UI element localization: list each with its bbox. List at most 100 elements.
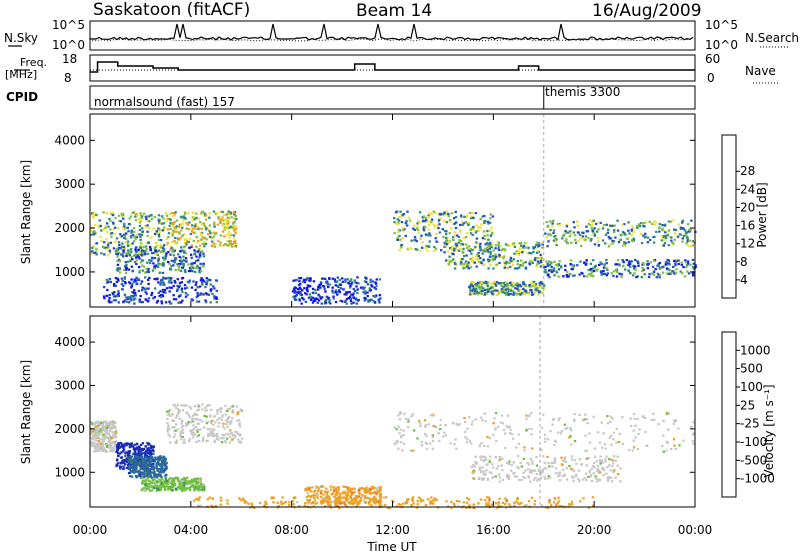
echo-cell xyxy=(614,236,617,239)
echo-cell xyxy=(530,280,533,283)
echo-cell xyxy=(582,238,585,241)
echo-cell xyxy=(341,277,344,280)
echo-cell xyxy=(123,276,126,279)
echo-cell xyxy=(596,268,599,271)
echo-cell xyxy=(461,243,464,246)
echo-cell xyxy=(153,296,157,299)
echo-cell xyxy=(134,466,138,469)
echo-cell xyxy=(213,439,216,442)
echo-cell xyxy=(193,487,196,491)
echo-cell xyxy=(284,500,287,503)
echo-cell xyxy=(193,231,196,234)
echo-cell xyxy=(361,286,364,289)
echo-cell xyxy=(298,299,301,302)
echo-cell xyxy=(173,240,176,243)
echo-cell xyxy=(595,269,598,272)
echo-cell xyxy=(326,495,329,498)
echo-cell xyxy=(491,292,494,295)
echo-cell xyxy=(483,499,487,502)
echo-cell xyxy=(92,213,95,216)
echo-cell xyxy=(337,496,340,499)
echo-cell xyxy=(479,247,482,250)
echo-cell xyxy=(494,411,498,415)
echo-cell xyxy=(354,297,358,300)
echo-cell xyxy=(459,263,462,266)
echo-cell xyxy=(195,296,198,299)
echo-cell xyxy=(544,467,548,470)
echo-cell xyxy=(188,246,191,249)
echo-cell xyxy=(172,248,175,251)
freq-tick-bottom: 8 xyxy=(64,71,72,85)
echo-cell xyxy=(486,250,490,253)
echo-cell xyxy=(662,244,665,247)
echo-cell xyxy=(574,475,578,478)
echo-cell xyxy=(479,226,482,229)
echo-cell xyxy=(99,235,102,239)
echo-cell xyxy=(184,242,188,245)
echo-cell xyxy=(472,506,476,509)
echo-cell xyxy=(539,476,542,479)
echo-cell xyxy=(140,465,143,468)
echo-cell xyxy=(568,503,571,506)
echo-cell xyxy=(369,281,372,284)
echo-cell xyxy=(425,435,428,438)
echo-cell xyxy=(162,461,166,464)
echo-cell xyxy=(400,244,403,247)
echo-cell xyxy=(112,295,116,298)
echo-cell xyxy=(548,465,551,468)
echo-cell xyxy=(564,231,567,234)
echo-cell xyxy=(326,283,329,286)
echo-cell xyxy=(443,251,446,254)
echo-cell xyxy=(164,487,167,490)
echo-cell xyxy=(664,236,668,239)
echo-cell xyxy=(498,480,502,483)
echo-cell xyxy=(130,250,133,254)
echo-cell xyxy=(317,293,320,296)
echo-cell xyxy=(190,433,193,436)
echo-cell xyxy=(128,456,131,459)
echo-cell xyxy=(657,263,660,266)
echo-cell xyxy=(238,497,241,500)
echo-cell xyxy=(180,266,184,269)
echo-cell xyxy=(446,237,449,240)
echo-cell xyxy=(222,422,225,425)
echo-cell xyxy=(189,485,193,488)
echo-cell xyxy=(667,244,670,247)
echo-cell xyxy=(116,445,119,448)
echo-cell xyxy=(460,239,463,243)
echo-cell xyxy=(547,462,550,465)
echo-cell xyxy=(197,403,200,407)
echo-cell xyxy=(190,244,194,247)
echo-cell xyxy=(597,222,600,225)
echo-cell xyxy=(486,284,490,288)
echo-cell xyxy=(589,239,593,242)
echo-cell xyxy=(143,480,146,483)
echo-cell xyxy=(512,243,515,246)
echo-cell xyxy=(483,412,486,415)
echo-cell xyxy=(191,479,194,482)
echo-cell xyxy=(332,486,335,489)
echo-cell xyxy=(137,251,140,254)
echo-cell xyxy=(231,225,234,228)
colorbar-tick-label: 28 xyxy=(740,164,755,178)
echo-cell xyxy=(585,417,589,421)
echo-cell xyxy=(522,457,525,461)
echo-cell xyxy=(166,430,169,433)
echo-cell xyxy=(172,223,175,226)
echo-cell xyxy=(519,285,522,288)
echo-cell xyxy=(448,232,451,235)
echo-cell xyxy=(486,234,489,237)
echo-cell xyxy=(508,503,511,506)
echo-cell xyxy=(148,453,152,456)
echo-cell xyxy=(537,242,541,245)
echo-cell xyxy=(239,408,242,411)
echo-cell xyxy=(258,502,262,505)
echo-cell xyxy=(516,263,519,266)
echo-cell xyxy=(192,215,196,218)
echo-cell xyxy=(561,237,564,240)
echo-cell xyxy=(220,407,223,410)
echo-cell xyxy=(687,272,691,275)
echo-cell xyxy=(550,265,553,269)
echo-cell xyxy=(530,252,533,255)
echo-cell xyxy=(522,244,526,248)
